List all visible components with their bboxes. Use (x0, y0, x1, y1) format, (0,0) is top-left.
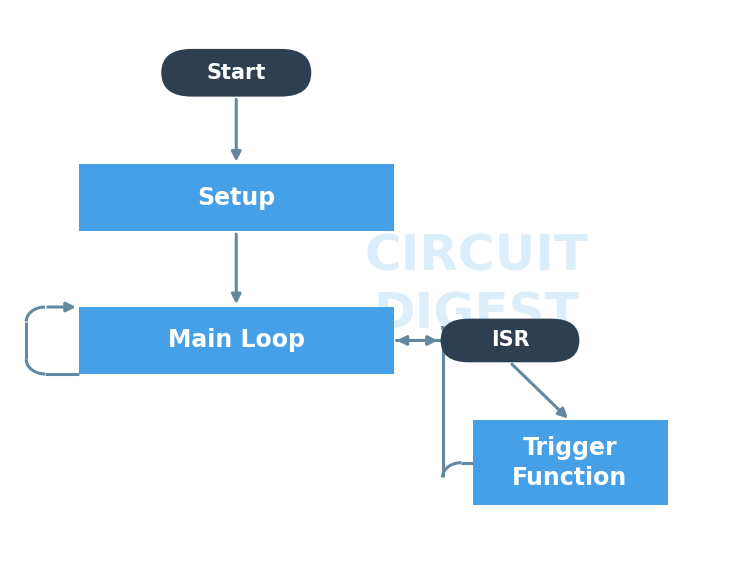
FancyBboxPatch shape (472, 420, 668, 505)
Text: Setup: Setup (197, 186, 275, 210)
FancyBboxPatch shape (79, 307, 394, 374)
Text: CIRCUIT: CIRCUIT (364, 232, 588, 280)
Text: DIGEST: DIGEST (374, 290, 579, 338)
Text: Start: Start (206, 63, 266, 83)
Text: Trigger
Function: Trigger Function (512, 436, 628, 489)
Text: ISR: ISR (490, 331, 530, 350)
FancyBboxPatch shape (441, 319, 579, 362)
Text: Main Loop: Main Loop (168, 328, 304, 353)
FancyBboxPatch shape (161, 49, 311, 97)
FancyBboxPatch shape (79, 164, 394, 231)
